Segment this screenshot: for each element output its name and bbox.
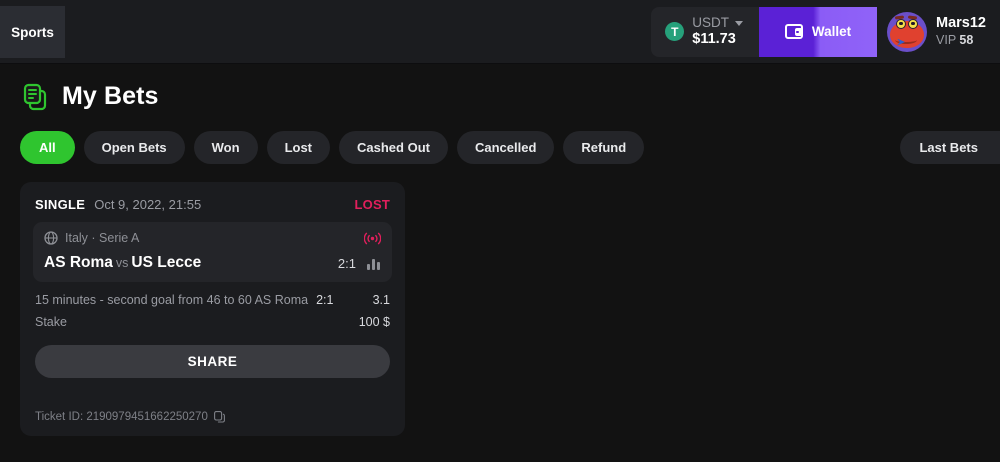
- selection-score: 2:1: [316, 293, 334, 307]
- user-vip-label: VIP: [936, 33, 956, 48]
- wallet-button[interactable]: Wallet: [759, 6, 878, 57]
- stake-row: Stake 100 $: [33, 315, 392, 329]
- top-header: Sports T USDT $11.73 Wallet: [0, 0, 1000, 64]
- documents-icon: [22, 83, 49, 111]
- filter-chip-cancelled[interactable]: Cancelled: [456, 131, 555, 164]
- filter-chip-open-bets[interactable]: Open Bets: [83, 131, 185, 164]
- last-bets-button[interactable]: Last Bets: [900, 131, 1000, 164]
- bet-date: Oct 9, 2022, 21:55: [94, 197, 202, 212]
- ticket-id: Ticket ID: 2190979451662250270: [35, 411, 208, 423]
- tether-icon-symbol: T: [671, 24, 679, 39]
- user-vip-level: 58: [959, 33, 974, 48]
- vs-label: vs: [115, 256, 129, 270]
- filter-chip-cashed-out-label: Cashed Out: [357, 140, 430, 155]
- league-row: Italy · Serie A: [44, 231, 382, 245]
- nav-tab-sports-label: Sports: [11, 24, 54, 40]
- teams-row: AS Roma vs US Lecce 2:1: [44, 254, 381, 272]
- bets-list: SINGLE Oct 9, 2022, 21:55 LOST Italy · S…: [20, 182, 980, 436]
- page-title-row: My Bets: [20, 64, 980, 111]
- filter-chip-cancelled-label: Cancelled: [474, 140, 537, 155]
- team-away: US Lecce: [131, 254, 202, 271]
- league-name: Italy · Serie A: [65, 231, 140, 245]
- ticket-row: Ticket ID: 2190979451662250270: [35, 411, 390, 423]
- user-vip: VIP 58: [936, 33, 986, 48]
- filters-row: All Open Bets Won Lost Cashed Out Cancel…: [20, 131, 1000, 164]
- user-texts: Mars12 VIP 58: [936, 15, 986, 48]
- filter-chip-lost-label: Lost: [284, 140, 313, 155]
- last-bets-label: Last Bets: [919, 140, 978, 155]
- selection-row: 15 minutes - second goal from 46 to 60 A…: [33, 293, 392, 307]
- share-button-label: SHARE: [187, 354, 238, 369]
- match-score: 2:1: [337, 255, 356, 271]
- nav-tab-sports[interactable]: Sports: [0, 6, 65, 58]
- share-button[interactable]: SHARE: [35, 345, 390, 378]
- balance-amount: $11.73: [692, 31, 736, 48]
- selection-odds: 3.1: [372, 293, 390, 307]
- status-badge: LOST: [354, 197, 390, 212]
- balance-selector[interactable]: T USDT $11.73: [651, 6, 760, 57]
- filter-chips: All Open Bets Won Lost Cashed Out Cancel…: [20, 131, 645, 164]
- chevron-down-icon[interactable]: [735, 20, 744, 26]
- filter-chip-won-label: Won: [211, 140, 240, 155]
- page-title: My Bets: [62, 82, 159, 110]
- teams: AS Roma vs US Lecce: [44, 254, 201, 272]
- currency-label: USDT: [692, 14, 730, 30]
- page-body: My Bets All Open Bets Won Lost Cashed Ou…: [0, 64, 1000, 436]
- filter-chip-refund-label: Refund: [581, 140, 627, 155]
- filter-chip-won[interactable]: Won: [193, 131, 258, 164]
- currency-row: USDT: [692, 14, 744, 31]
- filter-chip-open-bets-label: Open Bets: [101, 140, 167, 155]
- bet-card[interactable]: SINGLE Oct 9, 2022, 21:55 LOST Italy · S…: [20, 182, 405, 436]
- bet-card-header: SINGLE Oct 9, 2022, 21:55 LOST: [33, 194, 392, 222]
- match-panel[interactable]: Italy · Serie A AS Roma vs US Lecce: [33, 222, 392, 282]
- user-name: Mars12: [936, 14, 986, 31]
- live-broadcast-icon: [363, 232, 382, 245]
- filter-chip-all-label: All: [39, 140, 56, 155]
- bet-type: SINGLE: [35, 197, 86, 212]
- stake-value: 100 $: [358, 315, 390, 329]
- team-home: AS Roma: [44, 254, 113, 271]
- selection-name: 15 minutes - second goal from 46 to 60 A…: [35, 293, 309, 307]
- avatar: [887, 11, 928, 52]
- stake-label: Stake: [35, 315, 67, 329]
- tether-icon: T: [665, 22, 685, 41]
- wallet-icon: [784, 24, 803, 39]
- user-profile[interactable]: Mars12 VIP 58: [877, 7, 992, 57]
- copy-icon[interactable]: [213, 411, 225, 423]
- filter-chip-all[interactable]: All: [20, 131, 75, 164]
- filter-chip-lost[interactable]: Lost: [266, 131, 331, 164]
- bar-chart-icon[interactable]: [367, 257, 381, 270]
- balance-texts: USDT $11.73: [692, 14, 744, 48]
- wallet-button-label: Wallet: [811, 24, 852, 39]
- filter-chip-cashed-out[interactable]: Cashed Out: [339, 131, 448, 164]
- header-right-cluster: T USDT $11.73 Wallet: [651, 6, 1000, 57]
- filter-chip-refund[interactable]: Refund: [563, 131, 645, 164]
- globe-icon: [44, 231, 58, 245]
